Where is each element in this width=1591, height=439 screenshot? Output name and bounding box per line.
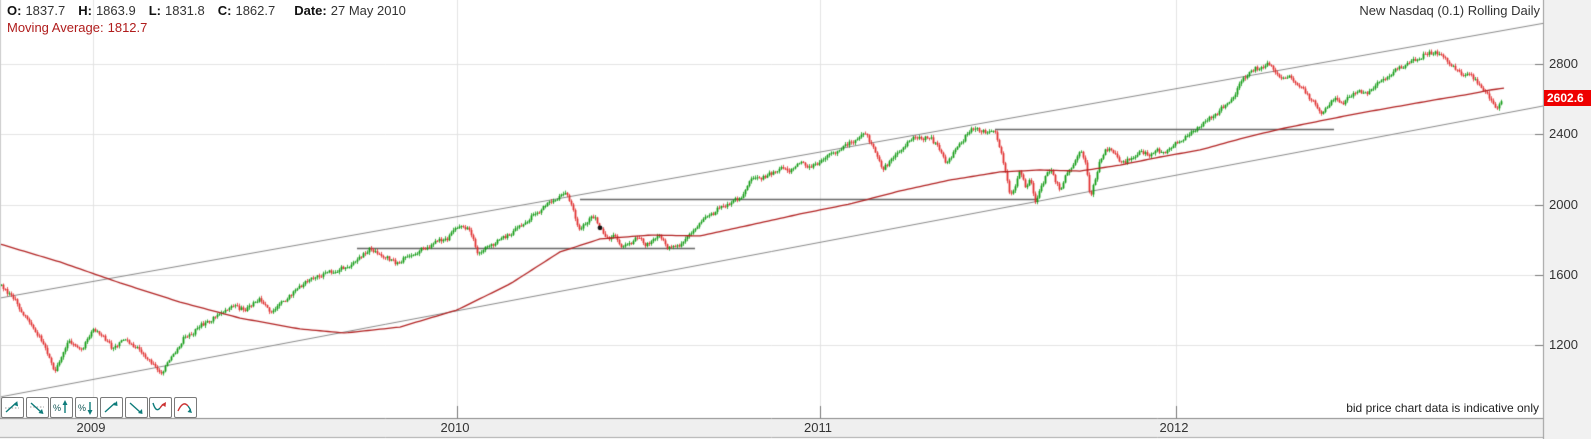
tool-button-line-down[interactable] <box>124 397 148 418</box>
price-tick-label: 2000 <box>1549 196 1578 212</box>
line-up-icon <box>103 400 120 415</box>
ohlc-readout: O: 1837.7 H: 1863.9 L: 1831.8 C: 1862.7 Date: 27 … <box>7 3 419 18</box>
price-tick-label: 1200 <box>1549 337 1578 353</box>
tool-button-trend-up-dashed[interactable] <box>1 397 24 418</box>
tool-button-percent-up[interactable]: % <box>50 397 74 418</box>
curve-v-icon <box>152 400 169 415</box>
curve-arch-icon <box>177 400 194 415</box>
tool-button-percent-down[interactable]: % <box>75 397 99 418</box>
ohlc-value: 27 May 2010 <box>330 3 406 18</box>
ohlc-value: 1862.7 <box>235 3 276 18</box>
year-tick-label: 2009 <box>76 420 106 435</box>
ohlc-value: 1863.9 <box>95 3 136 18</box>
ohlc-value: 1831.8 <box>164 3 205 18</box>
moving-average-label: Moving Average: <box>7 20 104 35</box>
percent-down-icon: % <box>78 400 95 415</box>
instrument-title: New Nasdaq (0.1) Rolling Daily <box>1359 3 1540 18</box>
year-tick-label: 2012 <box>1159 420 1189 435</box>
moving-average-value: 1812.7 <box>107 20 148 35</box>
ohlc-label: L: <box>148 3 161 18</box>
year-tick-label: 2010 <box>440 420 470 435</box>
trend-down-dashed-icon <box>29 400 46 415</box>
ohlc-label: O: <box>7 3 22 18</box>
tool-button-trend-down-dashed[interactable] <box>25 397 49 418</box>
moving-average-readout: Moving Average: 1812.7 <box>7 20 147 35</box>
ohlc-value: 1837.7 <box>25 3 66 18</box>
line-down-icon <box>128 400 145 415</box>
last-price-badge: 2602.6 <box>1544 90 1591 107</box>
trend-up-dashed-icon <box>4 400 21 415</box>
ohlc-label: Date: <box>294 3 327 18</box>
ohlc-label: H: <box>78 3 92 18</box>
price-tick-label: 1600 <box>1549 266 1578 282</box>
tool-button-curve-arch[interactable] <box>173 397 197 418</box>
year-tick-label: 2011 <box>804 420 832 435</box>
disclaimer-text: bid price chart data is indicative only <box>1346 401 1539 415</box>
svg-text:%: % <box>53 403 61 413</box>
price-tick-label: 2800 <box>1549 56 1578 71</box>
price-tick-label: 2400 <box>1549 126 1578 142</box>
svg-text:%: % <box>78 403 86 413</box>
percent-up-icon: % <box>53 400 70 415</box>
tool-button-line-up[interactable] <box>99 397 123 418</box>
ohlc-label: C: <box>217 3 232 18</box>
tool-button-curve-v[interactable] <box>149 397 173 418</box>
